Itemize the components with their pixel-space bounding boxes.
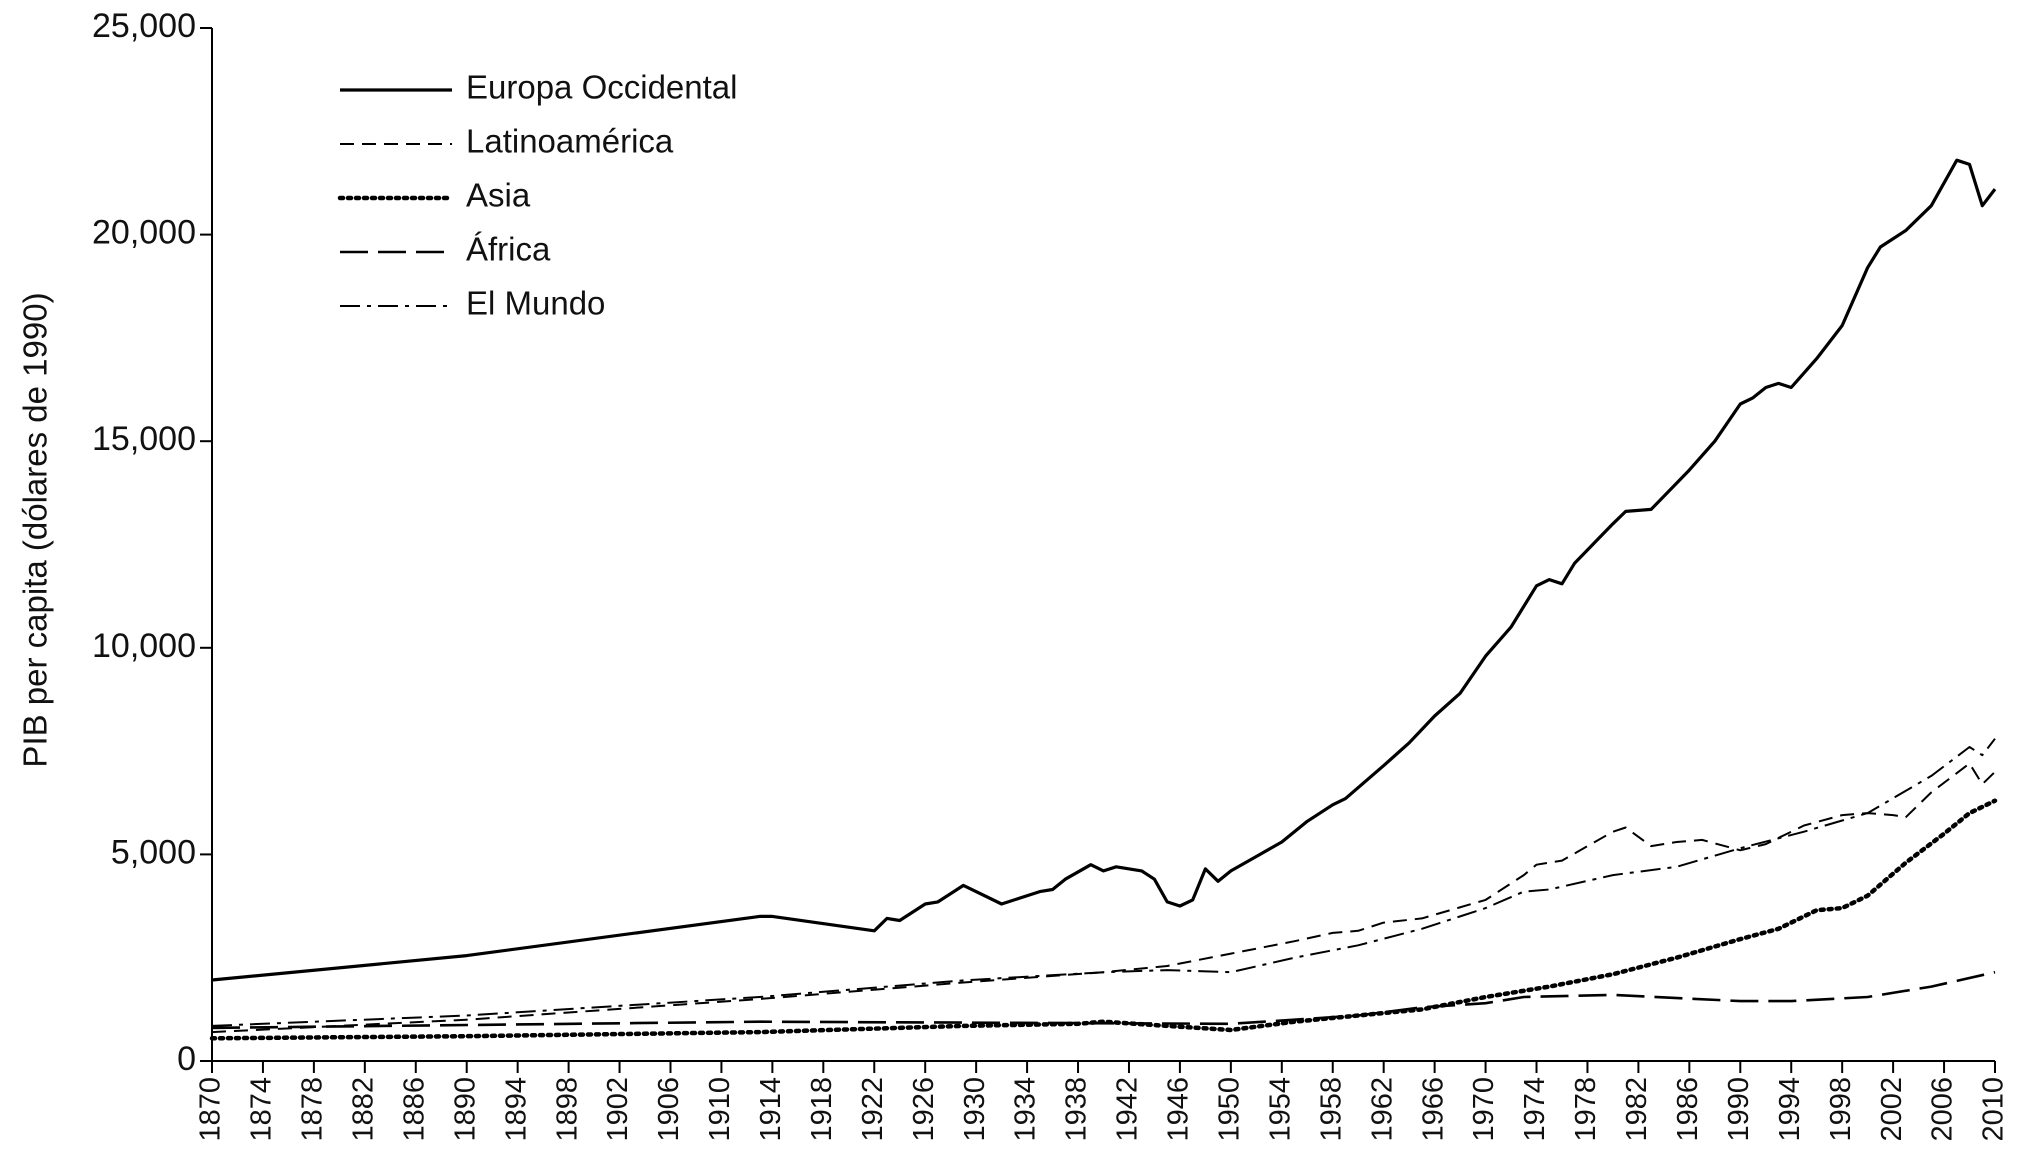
x-tick-label: 1978 xyxy=(1570,1077,1602,1142)
x-tick-label: 1922 xyxy=(857,1077,889,1142)
y-tick-label: 25,000 xyxy=(92,7,196,45)
x-tick-label: 1886 xyxy=(398,1077,430,1142)
x-tick-label: 1926 xyxy=(908,1077,940,1142)
x-tick-label: 1986 xyxy=(1672,1077,1704,1142)
x-tick-label: 1874 xyxy=(246,1077,278,1142)
x-tick-label: 1894 xyxy=(500,1077,532,1142)
x-tick-label: 1958 xyxy=(1315,1077,1347,1142)
series-line xyxy=(211,970,1996,1030)
legend-label: Latinoamérica xyxy=(466,123,674,160)
x-tick-label: 1910 xyxy=(704,1077,736,1142)
x-tick-label: 2002 xyxy=(1876,1077,1908,1142)
x-tick-label: 1934 xyxy=(1010,1077,1042,1142)
legend-label: Asia xyxy=(466,177,531,214)
x-tick-label: 1870 xyxy=(195,1077,227,1142)
x-tick-label: 1974 xyxy=(1519,1077,1551,1142)
y-tick-label: 15,000 xyxy=(92,420,196,458)
x-tick-label: 1982 xyxy=(1621,1077,1653,1142)
x-tick-label: 1890 xyxy=(449,1077,481,1142)
legend-label: Europa Occidental xyxy=(466,69,738,106)
x-tick-label: 1998 xyxy=(1825,1077,1857,1142)
x-tick-label: 1954 xyxy=(1264,1077,1296,1142)
x-tick-label: 1938 xyxy=(1061,1077,1093,1142)
x-tick-label: 1966 xyxy=(1417,1077,1449,1142)
x-tick-label: 1950 xyxy=(1214,1077,1246,1142)
x-tick-label: 1970 xyxy=(1468,1077,1500,1142)
y-tick-label: 20,000 xyxy=(92,214,196,252)
x-tick-label: 1906 xyxy=(653,1077,685,1142)
legend-label: África xyxy=(466,231,551,268)
x-tick-label: 1882 xyxy=(347,1077,379,1142)
series-line xyxy=(211,738,1996,1027)
y-axis-label: PIB per capita (dólares de 1990) xyxy=(17,292,54,767)
series-line xyxy=(211,158,1997,982)
x-tick-label: 2010 xyxy=(1978,1077,2010,1142)
y-tick-label: 0 xyxy=(177,1040,196,1078)
x-tick-label: 1994 xyxy=(1774,1077,1806,1142)
x-tick-label: 1942 xyxy=(1112,1077,1144,1142)
legend-label: El Mundo xyxy=(466,285,605,322)
y-tick-label: 10,000 xyxy=(92,627,196,665)
x-tick-label: 1914 xyxy=(755,1077,787,1142)
x-tick-label: 2006 xyxy=(1927,1077,1959,1142)
series-line xyxy=(211,762,1996,1034)
x-tick-label: 1946 xyxy=(1163,1077,1195,1142)
x-tick-label: 1878 xyxy=(297,1077,329,1142)
series-line xyxy=(209,798,1998,1041)
x-tick-label: 1902 xyxy=(602,1077,634,1142)
x-tick-label: 1930 xyxy=(959,1077,991,1142)
x-tick-label: 1898 xyxy=(551,1077,583,1142)
x-tick-label: 1918 xyxy=(806,1077,838,1142)
x-tick-label: 1990 xyxy=(1723,1077,1755,1142)
x-tick-label: 1962 xyxy=(1366,1077,1398,1142)
y-tick-label: 5,000 xyxy=(111,833,196,871)
